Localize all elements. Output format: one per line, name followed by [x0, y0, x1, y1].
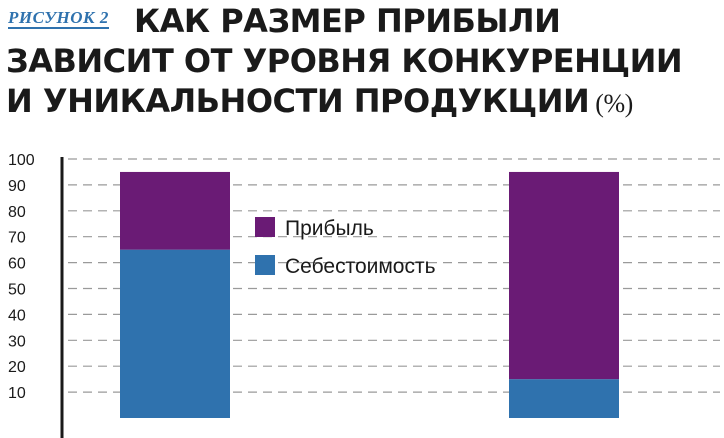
bar-1-segment-profit	[120, 171, 230, 250]
title-line-3-text: И УНИКАЛЬНОСТИ ПРОДУКЦИИ	[6, 82, 590, 120]
legend-swatch-2	[255, 255, 275, 275]
y-tick-label-40: 40	[8, 307, 26, 324]
title-unit: (%)	[595, 89, 633, 118]
bar-2-segment-cost	[509, 379, 619, 418]
y-tick-label-10: 10	[8, 385, 26, 402]
title-line-2: ЗАВИСИТ ОТ УРОВНЯ КОНКУРЕНЦИИ	[6, 42, 683, 80]
title-line-1: КАК РАЗМЕР ПРИБЫЛИ	[134, 2, 561, 40]
y-tick-label-20: 20	[8, 359, 26, 376]
bar-stacks	[120, 171, 619, 418]
bar-1-segment-cost	[120, 249, 230, 418]
y-tick-label-70: 70	[8, 230, 26, 247]
legend-label-2: Себестоимость	[285, 255, 436, 278]
stacked-bar-chart: 10 20 30 40 50 60 70 80 90 100 Прибыль Себестоимос…	[8, 152, 720, 438]
y-tick-label-100: 100	[8, 152, 35, 169]
legend-swatch-1	[255, 217, 275, 237]
y-tick-label-80: 80	[8, 204, 26, 221]
y-tick-label-30: 30	[8, 333, 26, 350]
y-tick-label-90: 90	[8, 178, 26, 195]
legend: Прибыль Себестоимость	[255, 217, 436, 278]
title-line-3: И УНИКАЛЬНОСТИ ПРОДУКЦИИ (%)	[6, 82, 633, 123]
y-tick-labels: 10 20 30 40 50 60 70 80 90 100	[8, 152, 35, 402]
y-tick-label-60: 60	[8, 256, 26, 273]
figure-label: РИСУНОК 2	[8, 8, 109, 29]
legend-label-1: Прибыль	[285, 217, 374, 240]
y-tick-label-50: 50	[8, 282, 26, 299]
bar-2-segment-profit	[509, 171, 619, 380]
